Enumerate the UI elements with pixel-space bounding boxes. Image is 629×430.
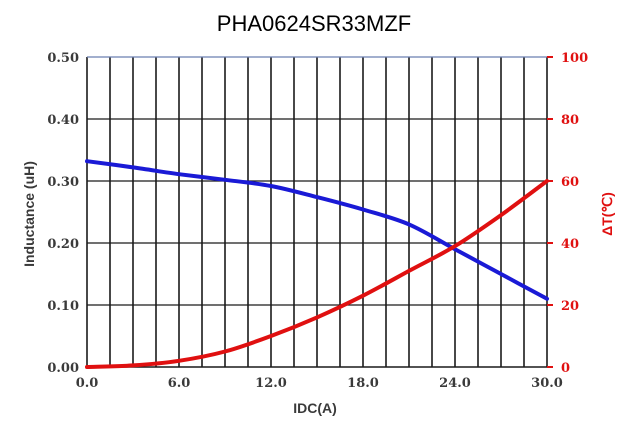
y2-tick-label: 20 [561,299,579,314]
chart-title: PHA0624SR33MZF [217,11,411,36]
y-tick-label: 0.20 [47,237,79,252]
x-tick-label: 30.0 [531,376,563,391]
x-axis-label: IDC(A) [293,400,337,416]
y2-tick-label: 60 [561,175,579,190]
y2-tick-label: 0 [561,361,570,376]
y2-tick-label: 40 [561,237,579,252]
x-tick-label: 18.0 [347,376,379,391]
y-tick-label: 0.10 [47,299,79,314]
y2-axis-label: ΔT(℃) [599,192,615,236]
y-tick-label: 0.40 [47,113,79,128]
x-tick-label: 0.0 [76,376,99,391]
axes [87,57,553,367]
y-tick-label: 0.00 [47,361,79,376]
x-tick-label: 12.0 [255,376,287,391]
y-tick-label: 0.30 [47,175,79,190]
y-tick-label: 0.50 [47,51,79,66]
x-tick-label: 24.0 [439,376,471,391]
y2-tick-label: 100 [561,51,588,66]
y2-tick-label: 80 [561,113,579,128]
x-tick-label: 6.0 [168,376,191,391]
grid [87,57,547,367]
y-axis-label: Inductance (uH) [21,161,37,267]
